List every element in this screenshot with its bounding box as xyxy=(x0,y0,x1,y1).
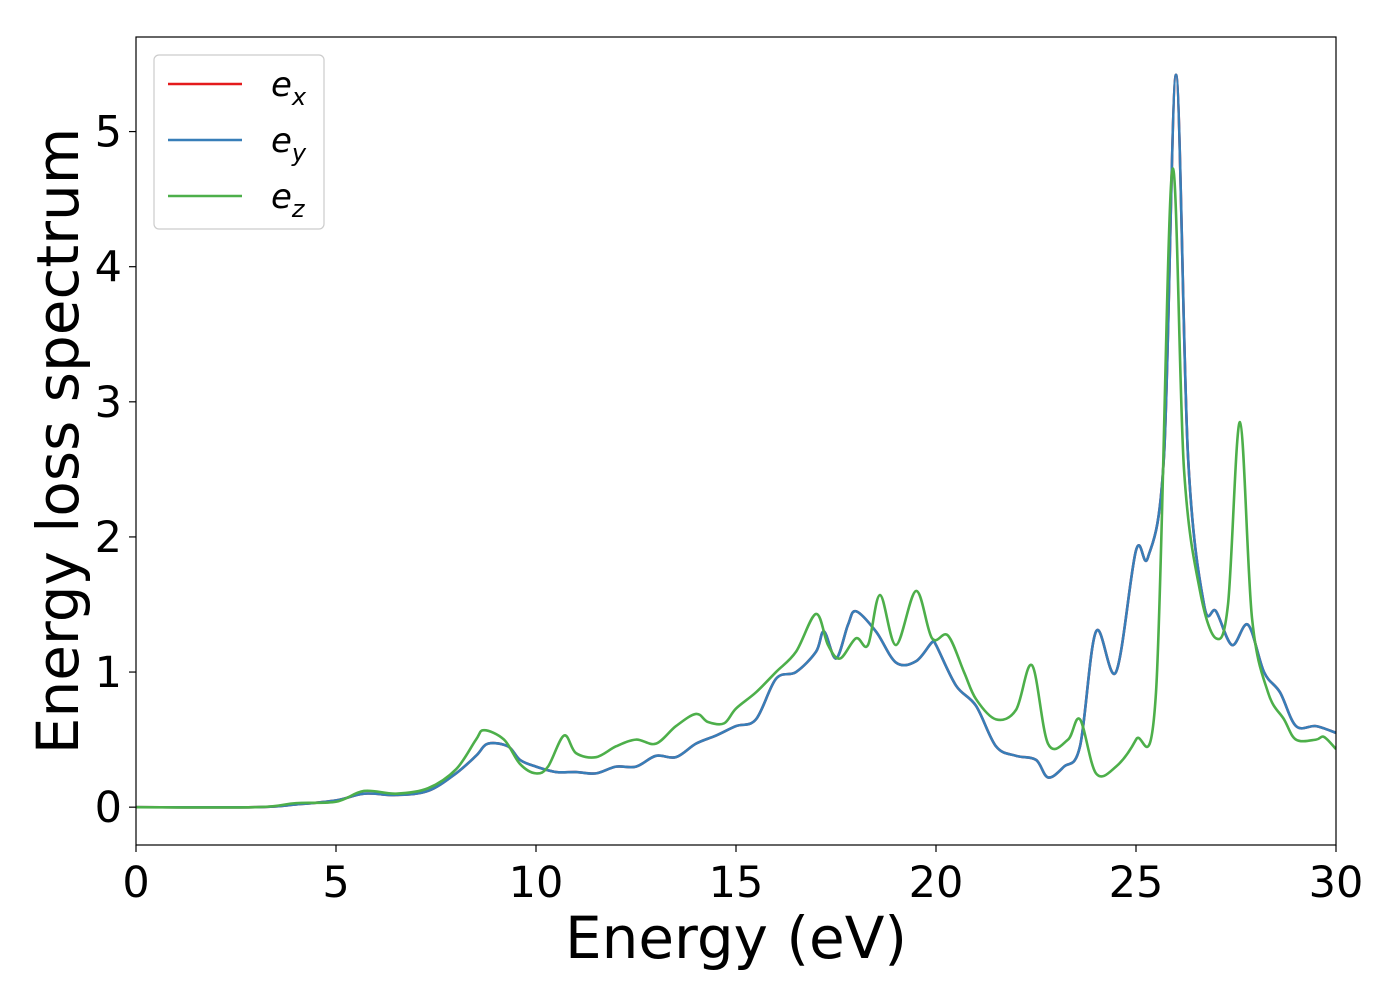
x-axis-label: Energy (eV) xyxy=(565,904,907,972)
x-tick-label: 25 xyxy=(1109,858,1164,908)
x-tick-label: 30 xyxy=(1309,858,1364,908)
legend-box xyxy=(153,54,325,230)
legend-label-base: e xyxy=(271,65,292,105)
x-tick-label: 10 xyxy=(509,858,564,908)
x-tick-label: 15 xyxy=(709,858,764,908)
series-lines xyxy=(136,73,1336,809)
y-tick-label: 3 xyxy=(95,378,122,428)
x-tick-label: 20 xyxy=(909,858,964,908)
legend-label: ey xyxy=(271,121,307,167)
legend-label-base: e xyxy=(271,121,292,161)
legend-label-subscript: x xyxy=(291,83,307,111)
y-tick-label: 2 xyxy=(95,513,122,563)
y-tick-label: 0 xyxy=(95,783,122,833)
y-axis-ticks: 0 1 2 3 4 5 xyxy=(95,108,136,833)
legend-label: ex xyxy=(271,65,307,111)
y-tick-label: 1 xyxy=(95,648,122,698)
legend-label-subscript: y xyxy=(291,139,307,167)
y-tick-label: 5 xyxy=(95,108,122,158)
legend-label-subscript: z xyxy=(291,195,306,223)
legend-label: ez xyxy=(271,177,306,223)
series-line-e-z xyxy=(136,167,1336,809)
x-axis-ticks: 0 5 10 15 20 25 30 xyxy=(122,845,1363,908)
y-axis-label: Energy loss spectrum xyxy=(24,128,92,754)
x-tick-label: 0 xyxy=(122,858,149,908)
legend-label-base: e xyxy=(271,177,292,217)
x-tick-label: 5 xyxy=(322,858,349,908)
y-tick-label: 4 xyxy=(95,243,122,293)
